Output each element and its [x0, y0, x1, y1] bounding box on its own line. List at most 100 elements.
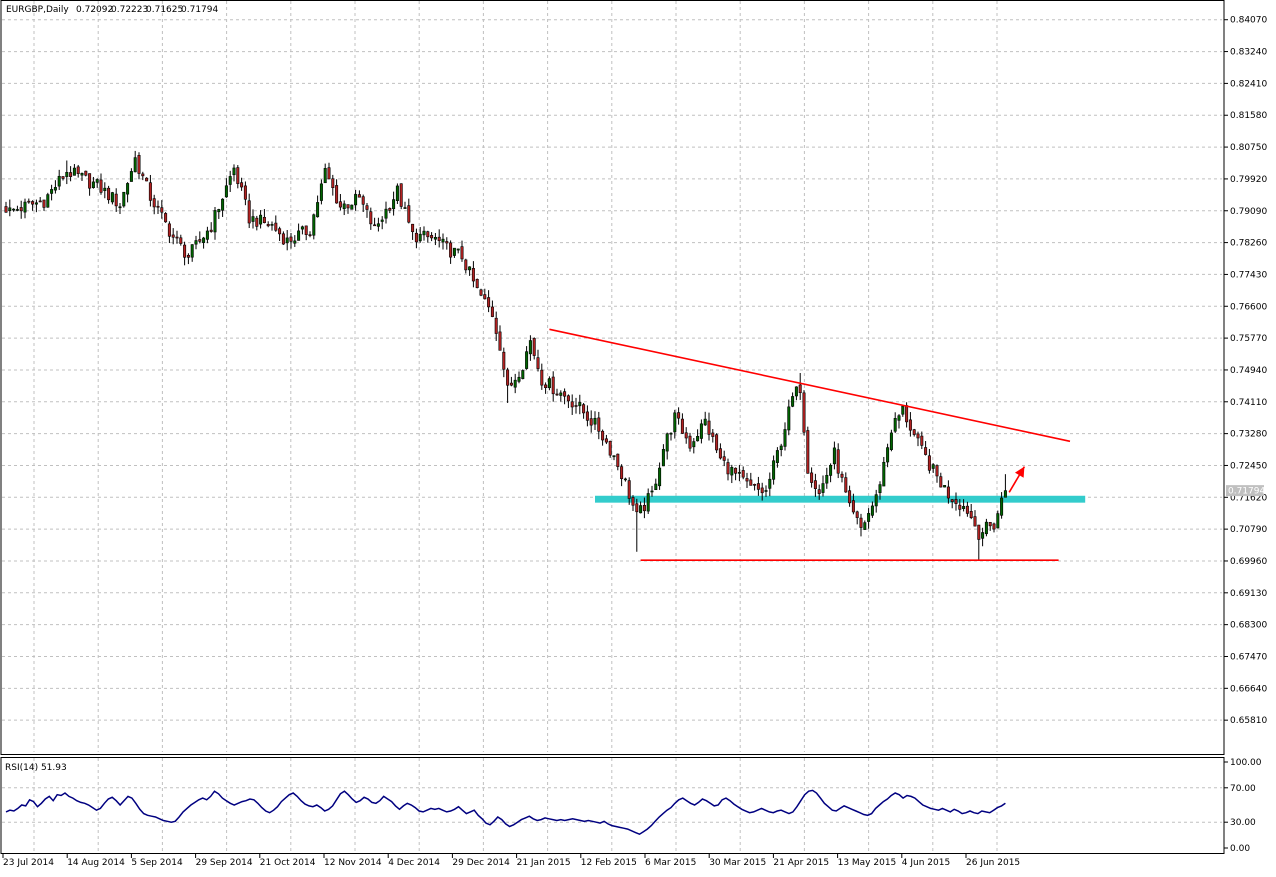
candle-body [791, 396, 795, 407]
time-tick-label: 6 Mar 2015 [645, 858, 696, 868]
candle-body [832, 447, 836, 465]
candle-body [407, 205, 411, 223]
candle-body [502, 351, 506, 370]
time-axis[interactable]: 23 Jul 2014 14 Aug 2014 5 Sep 2014 29 Sep 2… [2, 854, 1020, 868]
candle-body [855, 511, 859, 518]
candle-body [756, 483, 760, 490]
candle-body [950, 499, 954, 502]
candle-body [403, 207, 407, 209]
candle-body [483, 294, 487, 300]
candle-body [977, 524, 981, 540]
price-tick-label: 0.73280 [1230, 430, 1267, 440]
candle-body [308, 234, 312, 236]
candle-body [984, 521, 988, 535]
candle-body [34, 202, 38, 205]
price-tick-label: 0.74110 [1230, 398, 1267, 408]
price-tick-label: 0.82410 [1230, 79, 1267, 89]
candle-body [4, 206, 8, 213]
price-tick-label: 0.84070 [1230, 16, 1267, 26]
candle-body [278, 228, 282, 235]
candle-body [669, 432, 673, 435]
price-tick-label: 0.71620 [1230, 493, 1267, 503]
ohlc-high: 0.72223 [111, 5, 148, 15]
candle-body [118, 206, 122, 209]
candle-body [8, 207, 12, 212]
candle-body [365, 205, 369, 210]
candle-body [699, 423, 703, 439]
candle-body [642, 504, 646, 512]
candle-body [479, 289, 483, 296]
candle-body [392, 199, 396, 210]
candle-body [164, 213, 168, 223]
candle-body [775, 450, 779, 463]
candle-body [202, 237, 206, 243]
candle-body [243, 185, 247, 200]
candle-body [395, 185, 399, 201]
candle-body [901, 405, 905, 415]
candle-body [817, 489, 821, 494]
candle-body [19, 207, 23, 212]
candle-body [221, 198, 225, 211]
candle-body [414, 232, 418, 243]
candle-body [616, 453, 620, 467]
price-tick-label: 0.69960 [1230, 557, 1267, 567]
candle-body [684, 432, 688, 439]
candle-body [498, 331, 502, 351]
candle-body [707, 420, 711, 435]
candle-body [361, 196, 365, 205]
candle-body [802, 392, 806, 433]
candle-body [411, 223, 415, 233]
candle-body [783, 429, 787, 447]
candle-body [205, 230, 209, 240]
candle-body [715, 434, 719, 451]
price-tick-label: 0.81580 [1230, 111, 1267, 121]
price-tick-label: 0.75770 [1230, 334, 1267, 344]
candle-body [209, 229, 213, 232]
candle-body [737, 472, 741, 474]
time-tick-label: 4 Jun 2015 [902, 858, 950, 868]
descending-resistance-trendline [549, 328, 1071, 443]
ohlc-low: 0.71625 [146, 5, 183, 15]
time-tick-label: 13 May 2015 [838, 858, 897, 868]
ohlc-open: 0.72092 [76, 5, 113, 15]
rsi-tick-label: 70.00 [1230, 784, 1256, 794]
candle-body [255, 217, 259, 227]
price-tick-label: 0.70790 [1230, 525, 1267, 535]
candle-body [635, 503, 639, 513]
time-tick-label: 26 Jun 2015 [966, 858, 1020, 868]
candle-body [916, 433, 920, 439]
candle-body [156, 205, 160, 208]
candle-body [962, 506, 966, 509]
candle-body [95, 179, 99, 183]
candle-body [449, 242, 453, 258]
candle-body [821, 483, 825, 493]
candle-body [813, 480, 817, 489]
candle-body [965, 505, 969, 514]
rsi-tick-label: 100.00 [1230, 758, 1262, 768]
candle-body [521, 370, 525, 379]
support-zone-layer [595, 495, 1086, 503]
candle-body [338, 201, 342, 208]
candle-body [316, 202, 320, 218]
candle-body [179, 237, 183, 244]
candle-body [627, 480, 631, 499]
price-tick-label: 0.68300 [1230, 621, 1267, 631]
candle-body [99, 179, 103, 193]
candle-body [532, 338, 536, 356]
candle-body [354, 194, 358, 206]
candle-body [194, 240, 198, 245]
price-tick-label: 0.66640 [1230, 684, 1267, 694]
candle-body [851, 500, 855, 513]
candle-body [240, 182, 244, 188]
candle-body [680, 418, 684, 434]
candle-body [825, 474, 829, 484]
candle-body [578, 402, 582, 407]
price-axis[interactable]: 0.84070 0.83240 0.82410 0.81580 0.80750 0.799… [1224, 16, 1267, 726]
candle-body [745, 478, 749, 482]
rsi-axis[interactable]: 100.00 70.00 30.00 0.00 [1224, 758, 1262, 854]
candle-body [677, 412, 681, 419]
candle-body [517, 376, 521, 382]
candle-body [506, 369, 510, 386]
candle-body [452, 247, 456, 256]
